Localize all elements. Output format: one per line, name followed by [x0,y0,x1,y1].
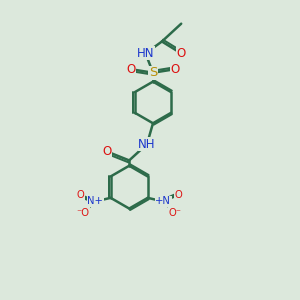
Text: ⁻O: ⁻O [77,208,90,218]
Text: O: O [102,145,112,158]
Text: O: O [171,63,180,76]
Text: O: O [174,190,182,200]
Text: HN: HN [137,47,154,60]
Text: S: S [149,66,157,79]
Text: O⁻: O⁻ [169,208,182,218]
Text: O: O [126,63,135,76]
Text: O: O [177,47,186,60]
Text: NH: NH [138,138,156,151]
Text: O: O [76,190,84,200]
Text: N+: N+ [87,196,103,206]
Text: +N: +N [155,196,171,206]
